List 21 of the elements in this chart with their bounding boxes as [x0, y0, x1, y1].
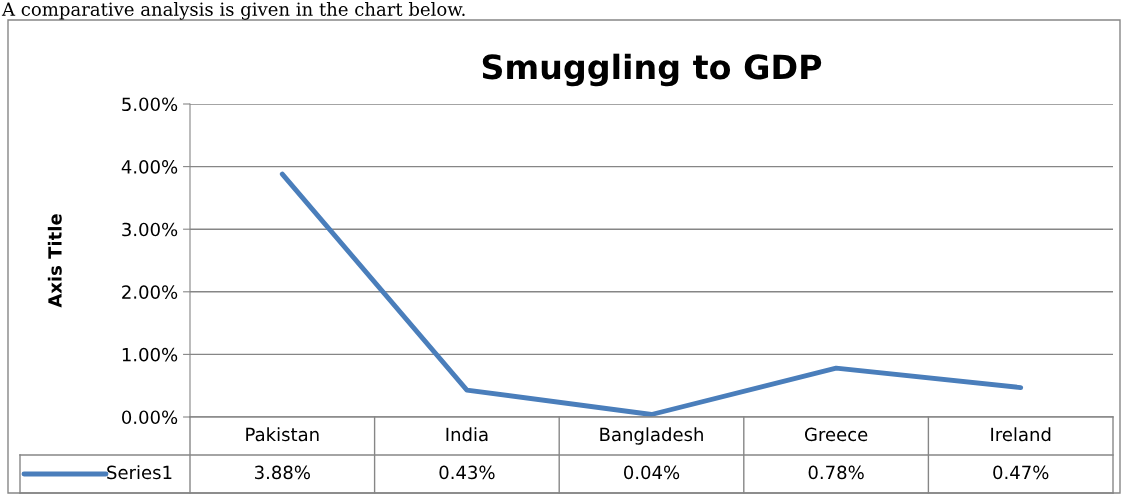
legend-label: Series1: [107, 465, 172, 480]
y-tick-label: 1.00%: [122, 347, 178, 362]
y-tick-label: 2.00%: [122, 285, 178, 299]
text: A comparative analysis is given in the chart below.: [1, 2, 465, 20]
y-tick-label: 0.00%: [122, 410, 178, 425]
x-tick-label: Pakistan: [246, 427, 319, 442]
data-label: 0.04%: [624, 465, 680, 480]
data-label: 0.78%: [808, 465, 864, 480]
data-label: 0.47%: [993, 465, 1049, 480]
x-tick-label: India: [446, 427, 488, 442]
chart-title: Smuggling to GDP: [482, 53, 822, 87]
y-axis-title: Axis Title: [47, 214, 62, 308]
x-tick-label: Ireland: [991, 427, 1051, 442]
x-tick-label: Greece: [804, 427, 868, 442]
data-label: 0.43%: [439, 465, 495, 480]
line-series: [279, 171, 1024, 417]
y-tick-label: 5.00%: [122, 97, 178, 112]
data-label: 3.88%: [255, 465, 310, 480]
y-tick-label: 4.00%: [121, 160, 178, 174]
y-tick-label: 3.00%: [122, 222, 178, 237]
x-tick-label: Bangladesh: [600, 427, 703, 445]
